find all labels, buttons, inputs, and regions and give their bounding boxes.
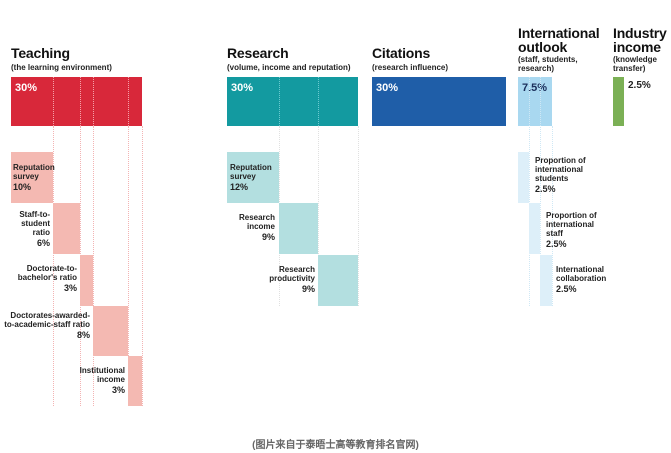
- international-total-value: 7.5%: [522, 82, 548, 94]
- citations-total-value: 30%: [376, 82, 399, 94]
- teaching-doctorates-awarded-pct: 8%: [76, 330, 90, 340]
- international-collaboration-label: International collaboration 2.5%: [556, 265, 616, 294]
- international-collaboration-block: [540, 255, 552, 306]
- research-productivity-block: [318, 255, 358, 306]
- international-staff-block: [529, 203, 540, 254]
- research-income-label: Research income 9%: [228, 213, 275, 242]
- international-students-label: Proportion of international students 2.5%: [535, 156, 605, 194]
- teaching-reputation-label: Reputation survey 10%: [13, 163, 57, 192]
- teaching-staff-student-pct: 6%: [36, 238, 50, 248]
- international-staff-label: Proportion of international staff 2.5%: [546, 211, 606, 249]
- international-students-block: [518, 152, 529, 203]
- teaching-total-value: 30%: [15, 82, 38, 94]
- teaching-institutional-income-pct: 3%: [111, 385, 125, 395]
- research-income-block: [279, 203, 318, 254]
- research-subtitle: (volume, income and reputation): [227, 63, 351, 72]
- teaching-doctorates-awarded-block: [93, 306, 128, 356]
- teaching-title: Teaching: [11, 45, 70, 61]
- teaching-staff-student-label: Staff-to-student ratio 6%: [4, 210, 50, 248]
- teaching-doctorate-bachelor-pct: 3%: [63, 283, 77, 293]
- research-reputation-block: [227, 152, 279, 203]
- image-caption: (图片来自于泰晤士高等教育排名官网): [252, 440, 419, 451]
- international-subtitle: (staff, students, research): [518, 55, 578, 73]
- international-total-block: 7.5%: [518, 77, 552, 126]
- research-total-block: 30%: [227, 77, 358, 126]
- teaching-institutional-income-label: Institutional income 3%: [60, 366, 125, 395]
- citations-title: Citations: [372, 45, 431, 61]
- teaching-reputation-block: [11, 152, 53, 203]
- research-income-pct: 9%: [261, 232, 275, 242]
- research-total-value: 30%: [231, 82, 254, 94]
- teaching-subtitle: (the learning environment): [11, 63, 112, 72]
- international-title: International outlook: [518, 25, 600, 55]
- research-reputation-pct: 12%: [230, 182, 249, 192]
- teaching-total-block: 30%: [11, 77, 142, 126]
- international-staff-pct: 2.5%: [546, 239, 567, 249]
- industry-total-block: [613, 77, 624, 126]
- research-title: Research: [227, 45, 289, 61]
- teaching-staff-student-block: [53, 203, 80, 254]
- international-students-pct: 2.5%: [535, 184, 556, 194]
- industry-subtitle: (knowledge transfer): [613, 55, 658, 73]
- industry-total-value: 2.5%: [628, 80, 651, 91]
- international-collaboration-pct: 2.5%: [556, 284, 577, 294]
- research-productivity-pct: 9%: [301, 284, 315, 294]
- industry-title: Industry income: [613, 25, 667, 55]
- teaching-doctorates-awarded-label: Doctorates-awarded-to-academic-staff rat…: [2, 311, 90, 340]
- teaching-doctorate-bachelor-label: Doctorate-to-bachelor's ratio 3%: [10, 264, 77, 293]
- research-reputation-label: Reputation survey 12%: [230, 163, 278, 192]
- research-productivity-label: Research productivity 9%: [262, 265, 315, 294]
- citations-subtitle: (research influence): [372, 63, 449, 72]
- teaching-institutional-income-block: [128, 356, 142, 406]
- teaching-reputation-pct: 10%: [13, 182, 32, 192]
- citations-total-block: 30%: [372, 77, 506, 126]
- teaching-doctorate-bachelor-block: [80, 255, 93, 306]
